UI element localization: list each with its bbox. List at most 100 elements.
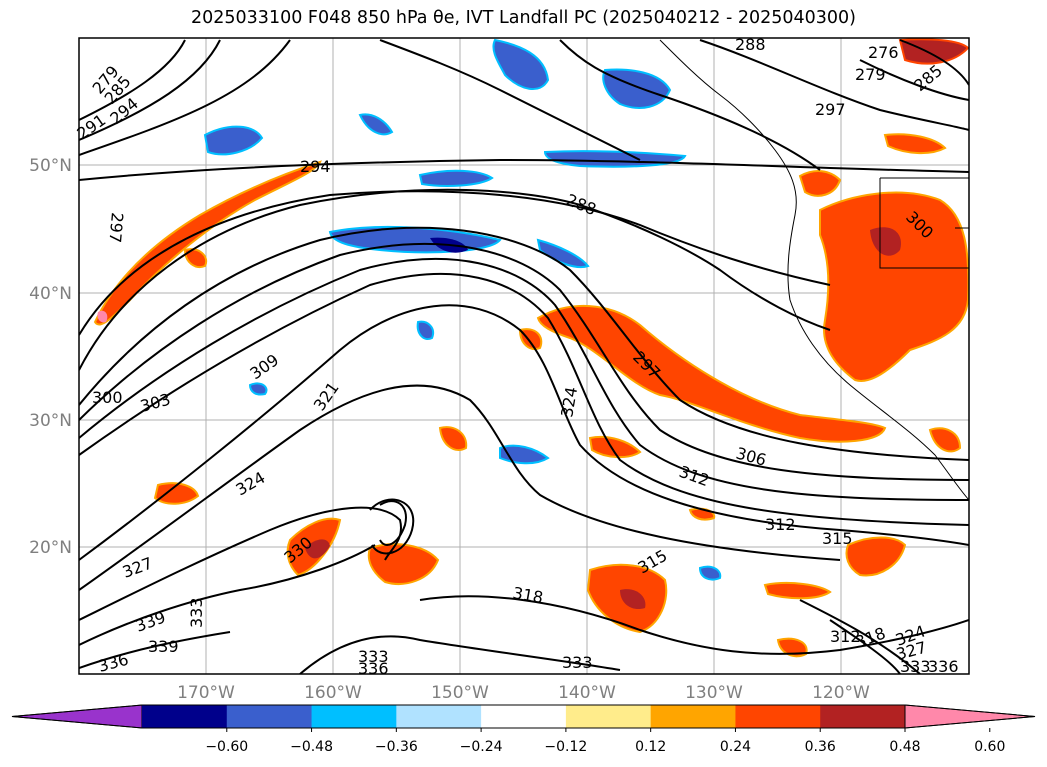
contour-line xyxy=(79,384,841,591)
negative-region xyxy=(492,38,550,90)
lon-tick-label: 160°W xyxy=(304,683,362,703)
colorbar-bin xyxy=(565,705,652,728)
colorbar-extend-low xyxy=(11,704,143,729)
positive-region xyxy=(798,170,842,197)
positive-region xyxy=(438,426,468,451)
contour-line xyxy=(79,304,969,561)
colorbar-bin xyxy=(396,705,482,728)
contour-label: 300 xyxy=(92,388,123,407)
lat-tick-label: 50°N xyxy=(29,156,72,176)
contour-line xyxy=(379,500,407,546)
negative-region xyxy=(248,382,268,396)
colorbar-tick-label: −0.24 xyxy=(460,739,503,755)
contour-label: 294 xyxy=(300,157,331,176)
contour-line xyxy=(79,39,221,141)
contour-line xyxy=(369,498,415,555)
latitude-ticks: 50°N 40°N 30°N 20°N xyxy=(29,156,72,558)
lat-tick-label: 40°N xyxy=(29,284,72,304)
positive-region xyxy=(883,133,947,154)
lon-tick-label: 120°W xyxy=(812,683,870,703)
positive-region xyxy=(928,427,962,453)
negative-region xyxy=(358,113,394,136)
contour-line xyxy=(899,39,969,86)
positive-region xyxy=(845,536,907,577)
colorbar-bin xyxy=(735,705,821,728)
contour-label: 339 xyxy=(148,637,179,656)
colorbar-tick-label: 0.60 xyxy=(974,739,1005,755)
lon-tick-label: 150°W xyxy=(431,683,489,703)
lon-tick-label: 130°W xyxy=(685,683,743,703)
contour-line xyxy=(79,39,291,156)
contour-line xyxy=(799,599,921,674)
contour-line xyxy=(79,273,969,526)
theta-e-contours xyxy=(79,39,969,674)
contour-label: 333 xyxy=(187,597,206,628)
longitude-ticks: 170°W 160°W 150°W 140°W 130°W 120°W xyxy=(177,683,870,703)
map-title: 2025033100 F048 850 hPa θe, IVT Landfall… xyxy=(191,8,856,28)
colorbar-frame xyxy=(11,704,1036,729)
colorbar-tick-label: 0.24 xyxy=(720,739,751,755)
colorbar-bin xyxy=(142,705,228,728)
lat-tick-label: 30°N xyxy=(29,411,72,431)
colorbar-bin xyxy=(650,705,736,728)
contour-line xyxy=(79,226,969,461)
negative-region xyxy=(203,125,264,156)
contour-label: 279 xyxy=(855,65,886,84)
contour-label: 333 xyxy=(900,657,931,676)
colorbar: −0.60 −0.48 −0.36 −0.24 −0.12 0.12 0.24 0.36 0.4… xyxy=(11,704,1036,755)
contour-line xyxy=(79,258,969,501)
contour-line xyxy=(79,188,831,371)
north-america-coast xyxy=(659,39,969,501)
map-panel: 279 285 294 291 294 297 288 276 279 285 … xyxy=(73,35,970,678)
contour-line xyxy=(379,39,641,161)
map-frame xyxy=(78,37,970,675)
positive-region xyxy=(153,482,200,505)
contour-label: 336 xyxy=(358,659,389,678)
colorbar-bin xyxy=(226,705,313,728)
colorbar-bin xyxy=(820,705,906,728)
contour-line xyxy=(79,544,376,646)
contour-line xyxy=(699,39,969,131)
contour-label: 276 xyxy=(868,43,899,62)
colorbar-bin xyxy=(481,705,567,728)
contour-label: 312 xyxy=(765,515,796,534)
contour-label: 333 xyxy=(358,647,389,666)
negative-region xyxy=(543,150,687,168)
contour-line xyxy=(79,39,186,121)
positive-core xyxy=(305,539,330,559)
positive-region xyxy=(518,328,543,350)
contour-label: 297 xyxy=(815,100,846,119)
positive-region xyxy=(763,582,832,600)
colorbar-bin xyxy=(311,705,397,728)
contour-label: 312 xyxy=(830,627,861,646)
contour-line xyxy=(79,631,231,669)
negative-region xyxy=(499,444,550,465)
colorbar-extend-high xyxy=(904,704,1036,729)
negative-region xyxy=(698,565,722,581)
positive-peak xyxy=(97,310,108,323)
contour-line xyxy=(79,242,969,481)
colorbar-tick-label: 0.36 xyxy=(805,739,836,755)
colorbar-tick-label: −0.48 xyxy=(290,739,333,755)
lat-tick-label: 20°N xyxy=(29,538,72,558)
negative-region xyxy=(416,320,434,340)
colorbar-tick-label: −0.60 xyxy=(205,739,248,755)
contour-label: 336 xyxy=(928,657,959,676)
contour-label: 333 xyxy=(562,653,593,672)
positive-core xyxy=(898,38,969,65)
contour-label: 315 xyxy=(822,529,853,548)
positive-region xyxy=(536,304,887,443)
lon-tick-label: 170°W xyxy=(177,683,235,703)
colorbar-tick-label: 0.48 xyxy=(889,739,920,755)
contour-label: 288 xyxy=(735,35,766,54)
state-border xyxy=(879,178,969,269)
positive-region xyxy=(183,248,208,268)
colorbar-tick-label: −0.12 xyxy=(544,739,587,755)
positive-core xyxy=(620,589,646,610)
negative-region xyxy=(418,169,494,187)
contour-line xyxy=(559,39,821,171)
coastline xyxy=(659,39,969,501)
positive-core xyxy=(870,227,901,256)
positive-region xyxy=(588,436,642,458)
